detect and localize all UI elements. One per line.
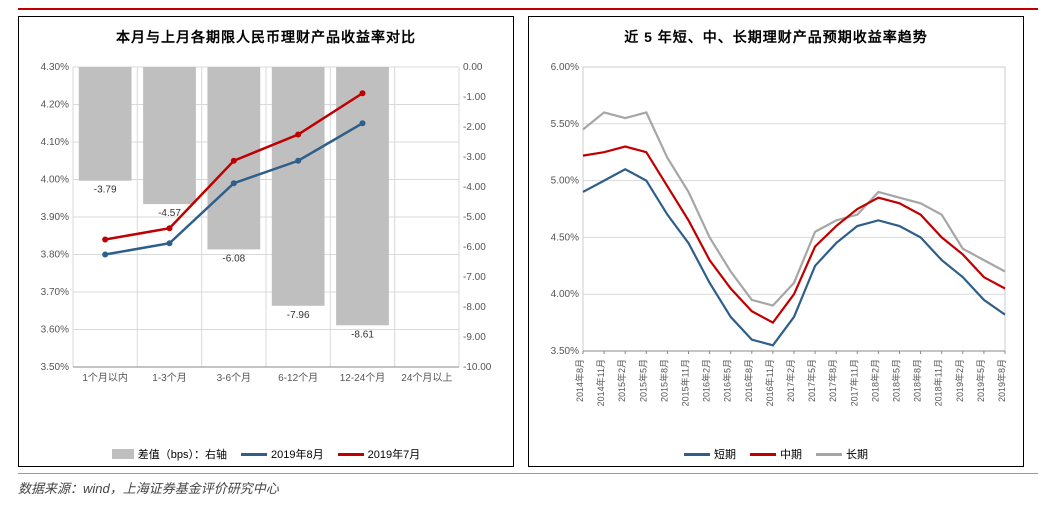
- svg-text:-4.57: -4.57: [158, 208, 181, 219]
- legend-label: 长期: [846, 446, 868, 462]
- legend-label: 短期: [714, 446, 736, 462]
- svg-text:2019年8月: 2019年8月: [996, 359, 1007, 402]
- svg-text:-3.00: -3.00: [463, 152, 486, 163]
- svg-text:3.70%: 3.70%: [41, 287, 69, 298]
- svg-text:2016年11月: 2016年11月: [764, 359, 775, 406]
- svg-text:2015年11月: 2015年11月: [680, 359, 691, 406]
- legend-label-aug: 2019年8月: [271, 446, 324, 462]
- svg-text:12-24个月: 12-24个月: [340, 372, 386, 384]
- legend-swatch: [816, 453, 842, 456]
- svg-text:6.00%: 6.00%: [551, 62, 579, 73]
- left-chart-title: 本月与上月各期限人民币理财产品收益率对比: [27, 27, 505, 47]
- svg-text:2018年2月: 2018年2月: [869, 359, 880, 402]
- svg-text:3.90%: 3.90%: [41, 212, 69, 223]
- svg-text:2016年2月: 2016年2月: [701, 359, 712, 402]
- legend-label: 中期: [780, 446, 802, 462]
- legend-swatch-jul: [338, 453, 364, 456]
- right-chart-title: 近 5 年短、中、长期理财产品预期收益率趋势: [537, 27, 1015, 47]
- legend-item-aug: 2019年8月: [241, 446, 324, 462]
- legend-swatch: [684, 453, 710, 456]
- svg-text:3.50%: 3.50%: [41, 362, 69, 373]
- legend-item-中期: 中期: [750, 446, 802, 462]
- legend-label-bars: 差值（bps）：右轴: [138, 446, 227, 462]
- svg-text:2017年5月: 2017年5月: [806, 359, 817, 402]
- svg-text:2017年2月: 2017年2月: [785, 359, 796, 402]
- legend-item-bars: 差值（bps）：右轴: [112, 446, 227, 462]
- legend-swatch-bars: [112, 449, 134, 459]
- svg-text:2015年5月: 2015年5月: [637, 359, 648, 402]
- legend-item-jul: 2019年7月: [338, 446, 421, 462]
- legend-item-短期: 短期: [684, 446, 736, 462]
- svg-text:4.00%: 4.00%: [41, 175, 69, 186]
- svg-text:-6.08: -6.08: [222, 253, 245, 264]
- svg-text:-6.00: -6.00: [463, 242, 486, 253]
- svg-text:-2.00: -2.00: [463, 122, 486, 133]
- header-line: [18, 8, 1038, 10]
- svg-text:-10.00: -10.00: [463, 362, 492, 373]
- svg-text:2019年5月: 2019年5月: [975, 359, 986, 402]
- legend-label-jul: 2019年7月: [368, 446, 421, 462]
- svg-text:1个月以内: 1个月以内: [82, 371, 128, 384]
- legend-swatch: [750, 453, 776, 456]
- svg-text:24个月以上: 24个月以上: [401, 372, 452, 384]
- svg-text:3.80%: 3.80%: [41, 250, 69, 261]
- svg-text:-7.00: -7.00: [463, 272, 486, 283]
- svg-text:-7.96: -7.96: [287, 310, 310, 321]
- right-chart-svg: 3.50% 4.00% 4.50% 5.00% 5.50% 6.00% 2014年8月 201…: [537, 57, 1015, 437]
- svg-text:2018年5月: 2018年5月: [891, 359, 902, 402]
- svg-text:2016年5月: 2016年5月: [722, 359, 733, 402]
- svg-text:-1.00: -1.00: [463, 92, 486, 103]
- svg-text:-8.00: -8.00: [463, 302, 486, 313]
- svg-text:5.00%: 5.00%: [551, 176, 579, 187]
- svg-text:1-3个月: 1-3个月: [152, 372, 186, 384]
- legend-swatch-aug: [241, 453, 267, 456]
- svg-text:2018年11月: 2018年11月: [933, 359, 944, 406]
- data-source: 数据来源：wind，上海证券基金评价研究中心: [18, 473, 1038, 497]
- svg-text:2016年8月: 2016年8月: [743, 359, 754, 402]
- left-legend: 差值（bps）：右轴 2019年8月 2019年7月: [27, 446, 505, 462]
- svg-text:4.00%: 4.00%: [551, 289, 579, 300]
- right-chart-panel: 近 5 年短、中、长期理财产品预期收益率趋势 3.50% 4.00% 4.50% 5.…: [528, 16, 1024, 467]
- legend-item-长期: 长期: [816, 446, 868, 462]
- svg-text:0.00: 0.00: [463, 62, 483, 73]
- svg-text:3-6个月: 3-6个月: [217, 372, 251, 384]
- svg-text:4.20%: 4.20%: [41, 100, 69, 111]
- svg-text:-3.79: -3.79: [94, 185, 117, 196]
- svg-text:-9.00: -9.00: [463, 332, 486, 343]
- svg-text:-8.61: -8.61: [351, 329, 374, 340]
- svg-text:2014年11月: 2014年11月: [595, 359, 606, 406]
- svg-text:6-12个月: 6-12个月: [278, 372, 318, 384]
- svg-text:-4.00: -4.00: [463, 182, 486, 193]
- svg-text:3.50%: 3.50%: [551, 346, 579, 357]
- svg-text:3.60%: 3.60%: [41, 325, 69, 336]
- svg-text:2015年8月: 2015年8月: [658, 359, 669, 402]
- svg-text:2015年2月: 2015年2月: [616, 359, 627, 402]
- svg-text:4.50%: 4.50%: [551, 232, 579, 243]
- svg-text:4.10%: 4.10%: [41, 137, 69, 148]
- charts-row: 本月与上月各期限人民币理财产品收益率对比 3.50% 3.60% 3.70% 3.80…: [18, 16, 1038, 467]
- svg-text:2014年8月: 2014年8月: [574, 359, 585, 402]
- svg-text:-5.00: -5.00: [463, 212, 486, 223]
- right-legend: 短期 中期 长期: [537, 446, 1015, 462]
- svg-text:5.50%: 5.50%: [551, 119, 579, 130]
- svg-text:2019年2月: 2019年2月: [954, 359, 965, 402]
- svg-text:2017年11月: 2017年11月: [848, 359, 859, 406]
- left-chart-panel: 本月与上月各期限人民币理财产品收益率对比 3.50% 3.60% 3.70% 3.80…: [18, 16, 514, 467]
- svg-text:2017年8月: 2017年8月: [827, 359, 838, 402]
- left-chart-svg: 3.50% 3.60% 3.70% 3.80% 3.90% 4.00% 4.10% 4.20%…: [27, 57, 505, 437]
- page-container: 本月与上月各期限人民币理财产品收益率对比 3.50% 3.60% 3.70% 3.80…: [0, 0, 1056, 505]
- svg-text:2018年8月: 2018年8月: [912, 359, 923, 402]
- svg-text:4.30%: 4.30%: [41, 62, 69, 73]
